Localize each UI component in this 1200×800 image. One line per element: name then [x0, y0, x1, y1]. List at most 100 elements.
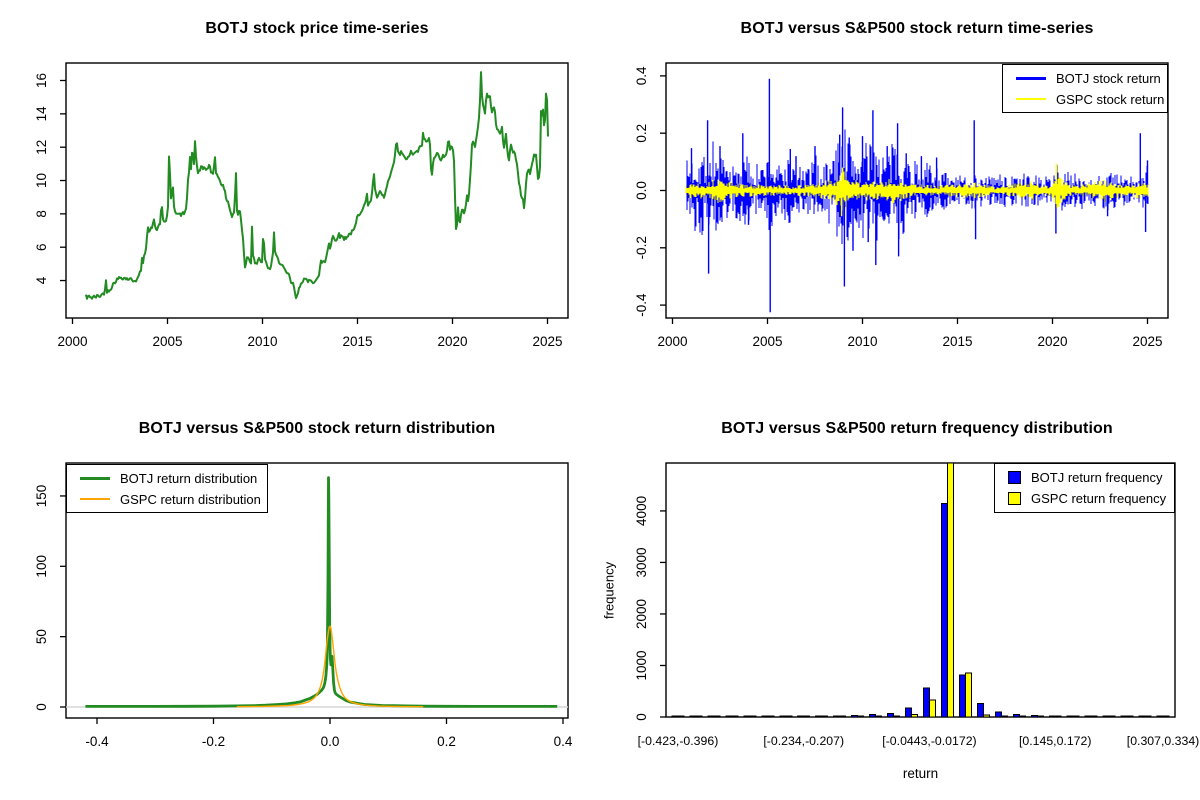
botj-frequency-square-swatch: [1008, 471, 1021, 484]
svg-text:-0.2: -0.2: [634, 236, 649, 259]
botj-bar: [1138, 715, 1146, 718]
density-legend: BOTJ return distribution GSPC return dis…: [66, 464, 268, 513]
gspc-bar: [1144, 715, 1152, 718]
botj-bar: [1066, 715, 1074, 718]
svg-text:[0.145,0.172): [0.145,0.172): [1019, 734, 1091, 748]
botj-bar: [922, 687, 930, 718]
svg-text:2000: 2000: [634, 599, 649, 629]
botj-bar: [976, 703, 984, 718]
legend-label: BOTJ return frequency: [1031, 470, 1163, 485]
gspc-bar: [1126, 715, 1134, 718]
svg-text:0.2: 0.2: [437, 734, 456, 749]
svg-text:2005: 2005: [752, 334, 782, 349]
panel-return-frequency: BOTJ versus S&P500 return frequency dist…: [600, 400, 1200, 800]
svg-text:10: 10: [34, 173, 49, 188]
bin-labels: [-0.423,-0.396) [-0.234,-0.207) [-0.0443,-…: [638, 734, 1200, 748]
panel-botj-price: BOTJ stock price time-series 2000 2005 201…: [0, 0, 600, 400]
panel-return-timeseries: BOTJ versus S&P500 stock return time-ser…: [600, 0, 1200, 400]
svg-text:2025: 2025: [532, 334, 562, 349]
gspc-bar: [677, 715, 685, 718]
svg-text:3000: 3000: [634, 547, 649, 577]
svg-text:2020: 2020: [437, 334, 467, 349]
botj-bar: [887, 712, 895, 718]
histogram-x-axis-label: return: [902, 766, 939, 781]
axes: -0.4 -0.2 0.0 0.2 0.4 0 50 100 150: [34, 485, 573, 749]
svg-text:100: 100: [34, 555, 49, 578]
legend-item-gspc-return: GSPC stock return: [1016, 91, 1164, 108]
botj-bar: [815, 715, 823, 718]
botj-bar: [1120, 715, 1128, 718]
price-chart-svg: 2000 2005 2010 2015 2020 2025 4 6 8 10 12 14 16: [34, 62, 569, 349]
legend-item-gspc-distribution: GSPC return distribution: [80, 491, 261, 508]
gspc-density-curve: [236, 625, 424, 708]
panel-return-distribution: BOTJ versus S&P500 stock return distribu…: [0, 400, 600, 800]
botj-bar: [1102, 715, 1110, 718]
svg-text:0.0: 0.0: [634, 181, 649, 200]
botj-return-noise: [685, 129, 1149, 244]
svg-text:1000: 1000: [634, 650, 649, 680]
svg-text:0.2: 0.2: [634, 124, 649, 143]
svg-text:0: 0: [34, 703, 49, 711]
botj-bar: [1048, 715, 1056, 718]
histogram-bars: [671, 462, 1170, 718]
legend-item-botj-return: BOTJ stock return: [1016, 70, 1161, 87]
gspc-density-line-swatch: [80, 498, 110, 500]
svg-text:2020: 2020: [1037, 334, 1067, 349]
botj-bar: [689, 715, 697, 718]
gspc-bar: [982, 714, 990, 718]
svg-text:0.4: 0.4: [554, 734, 573, 749]
gspc-bar: [749, 715, 757, 718]
price-series-line: [85, 71, 549, 300]
svg-text:2015: 2015: [942, 334, 972, 349]
returns-chart-title: BOTJ versus S&P500 stock return time-ser…: [740, 20, 1094, 37]
botj-bar: [779, 715, 787, 718]
svg-text:[-0.0443,-0.0172): [-0.0443,-0.0172): [882, 734, 976, 748]
svg-text:6: 6: [34, 243, 49, 251]
botj-bar: [851, 714, 859, 718]
svg-text:150: 150: [34, 485, 49, 508]
gspc-bar: [767, 715, 775, 718]
gspc-bar: [1054, 715, 1062, 718]
botj-bar: [1012, 713, 1020, 718]
gspc-bar: [1108, 715, 1116, 718]
svg-text:-0.4: -0.4: [85, 734, 109, 749]
legend-item-botj-frequency: BOTJ return frequency: [1008, 469, 1168, 486]
gspc-bar: [695, 715, 703, 718]
botj-bar: [869, 714, 877, 718]
botj-density-line-swatch: [80, 476, 110, 480]
gspc-bar: [1162, 715, 1170, 718]
svg-text:0.0: 0.0: [321, 734, 340, 749]
gspc-bar: [1018, 715, 1026, 718]
botj-bar: [994, 711, 1002, 718]
svg-text:14: 14: [34, 106, 49, 122]
gspc-bar: [1072, 715, 1080, 718]
plot-border: [665, 462, 1176, 718]
plot-border: [65, 62, 569, 319]
svg-text:4: 4: [34, 276, 49, 284]
botj-bar: [743, 715, 751, 718]
histogram-legend: BOTJ return frequency GSPC return freque…: [994, 463, 1175, 513]
returns-legend: BOTJ stock return GSPC stock return: [1002, 64, 1168, 113]
botj-bar: [725, 715, 733, 718]
axes: 2000 2005 2010 2015 2020 2025 -0.4 -0.2 0.0 0.2 0.…: [634, 66, 1163, 349]
gspc-bar: [803, 715, 811, 718]
botj-bar: [833, 715, 841, 718]
botj-bar: [905, 707, 913, 718]
svg-text:0: 0: [634, 713, 649, 721]
legend-label: GSPC return distribution: [120, 491, 261, 507]
gspc-bar: [1036, 715, 1044, 718]
density-chart-svg: -0.4 -0.2 0.0 0.2 0.4 0 50 100 150: [34, 462, 573, 749]
gspc-bar: [1000, 715, 1008, 718]
botj-bar: [940, 503, 948, 718]
svg-text:2000: 2000: [57, 334, 87, 349]
gspc-bar: [839, 715, 847, 718]
svg-text:2015: 2015: [342, 334, 372, 349]
botj-bar: [761, 715, 769, 718]
returns-chart-svg: 2000 2005 2010 2015 2020 2025 -0.4 -0.2 0.0 0.2 0.…: [634, 62, 1169, 349]
gspc-bar: [875, 715, 883, 718]
botj-return-line-swatch: [1016, 76, 1046, 80]
svg-text:-0.4: -0.4: [634, 293, 649, 317]
svg-text:2005: 2005: [152, 334, 182, 349]
botj-bar: [1084, 715, 1092, 718]
